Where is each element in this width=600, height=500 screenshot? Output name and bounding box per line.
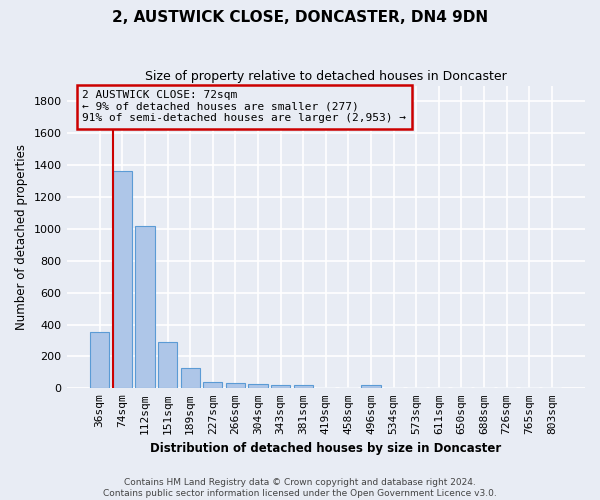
Title: Size of property relative to detached houses in Doncaster: Size of property relative to detached ho… <box>145 70 506 83</box>
Y-axis label: Number of detached properties: Number of detached properties <box>15 144 28 330</box>
Bar <box>226 382 245 388</box>
Bar <box>293 386 313 388</box>
Text: 2, AUSTWICK CLOSE, DONCASTER, DN4 9DN: 2, AUSTWICK CLOSE, DONCASTER, DN4 9DN <box>112 10 488 25</box>
Bar <box>271 385 290 388</box>
Bar <box>181 368 200 388</box>
Text: 2 AUSTWICK CLOSE: 72sqm
← 9% of detached houses are smaller (277)
91% of semi-de: 2 AUSTWICK CLOSE: 72sqm ← 9% of detached… <box>82 90 406 124</box>
Bar <box>136 226 155 388</box>
Bar <box>113 171 132 388</box>
Bar <box>90 332 109 388</box>
Text: Contains HM Land Registry data © Crown copyright and database right 2024.
Contai: Contains HM Land Registry data © Crown c… <box>103 478 497 498</box>
Bar <box>158 342 177 388</box>
Bar <box>361 385 380 388</box>
X-axis label: Distribution of detached houses by size in Doncaster: Distribution of detached houses by size … <box>150 442 502 455</box>
Bar <box>203 382 223 388</box>
Bar <box>248 384 268 388</box>
